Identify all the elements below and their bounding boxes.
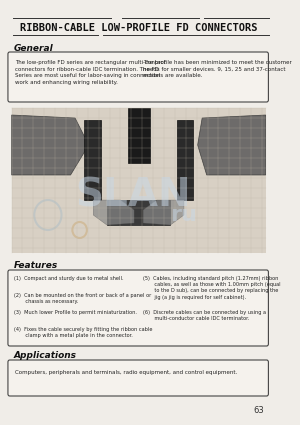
Bar: [84, 120, 101, 200]
Text: (3)  Much lower Profile to permit miniaturization.: (3) Much lower Profile to permit miniatu…: [14, 310, 137, 315]
Bar: [107, 200, 170, 225]
FancyBboxPatch shape: [12, 108, 266, 253]
Text: SLAN: SLAN: [75, 176, 191, 214]
Text: (6)  Discrete cables can be connected by using a
       multi-conductor cable ID: (6) Discrete cables can be connected by …: [143, 310, 266, 321]
Polygon shape: [143, 200, 184, 225]
Text: (1)  Compact and sturdy due to metal shell.: (1) Compact and sturdy due to metal shel…: [14, 276, 124, 281]
Polygon shape: [93, 200, 134, 225]
Text: (2)  Can be mounted on the front or back of a panel or
       chassis as necessa: (2) Can be mounted on the front or back …: [14, 293, 152, 304]
Bar: [128, 108, 149, 163]
FancyBboxPatch shape: [8, 52, 268, 102]
Polygon shape: [12, 115, 89, 175]
Text: The low-profile FD series are rectangular multi-contact
connectors for ribbon-ca: The low-profile FD series are rectangula…: [15, 60, 166, 85]
Text: 63: 63: [253, 406, 264, 415]
Polygon shape: [198, 115, 266, 175]
Text: (4)  Fixes the cable securely by fitting the ribbon cable
       clamp with a me: (4) Fixes the cable securely by fitting …: [14, 327, 153, 338]
Text: The profile has been minimized to meet the customer
needs for smaller devices. 9: The profile has been minimized to meet t…: [143, 60, 292, 78]
FancyBboxPatch shape: [8, 360, 268, 396]
Text: Applications: Applications: [14, 351, 76, 360]
Text: RIBBON-CABLE LOW-PROFILE FD CONNECTORS: RIBBON-CABLE LOW-PROFILE FD CONNECTORS: [20, 23, 257, 33]
Text: ru: ru: [170, 205, 197, 225]
Text: General: General: [14, 43, 53, 53]
Bar: [177, 120, 193, 200]
Text: Computers, peripherals and terminals, radio equipment, and control equipment.: Computers, peripherals and terminals, ra…: [15, 370, 238, 375]
Text: (5)  Cables, including standard pitch (1.27mm) ribbon
       cables, as well as : (5) Cables, including standard pitch (1.…: [143, 276, 281, 300]
FancyBboxPatch shape: [8, 270, 268, 346]
Text: Features: Features: [14, 261, 58, 269]
